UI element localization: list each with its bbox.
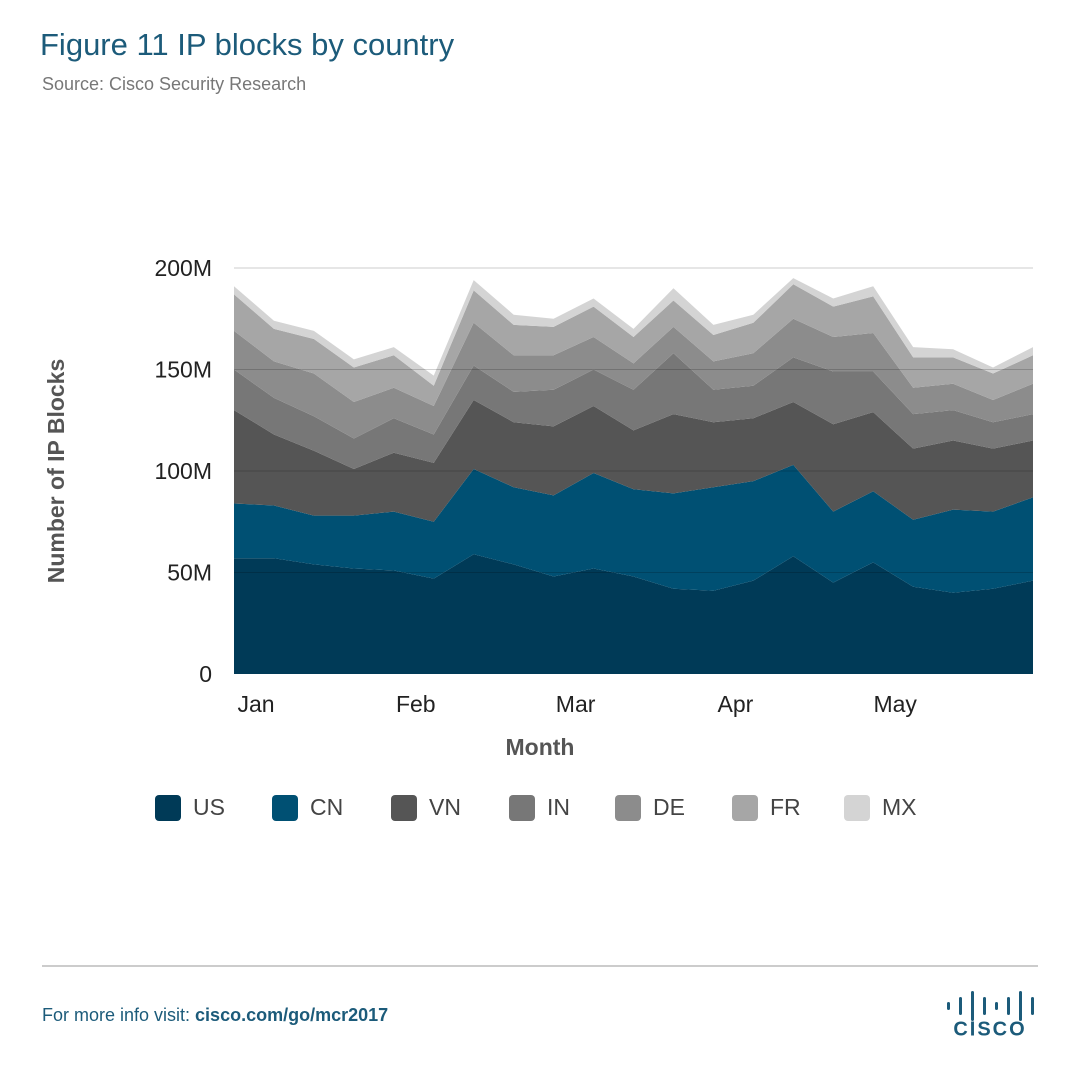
chart-title: Figure 11 IP blocks by country (40, 27, 455, 62)
legend-swatch (615, 795, 641, 821)
x-tick-label: Feb (396, 691, 436, 717)
x-tick-label: May (873, 691, 917, 717)
legend-swatch (509, 795, 535, 821)
area-cn (234, 464, 1033, 593)
legend-swatch (732, 795, 758, 821)
footer-prefix: For more info visit: (42, 1005, 195, 1025)
plot-area: 0 50M 100M 150M 200M Jan Feb Mar Apr May (154, 255, 1033, 717)
area-de (234, 318, 1033, 439)
legend-swatch (155, 795, 181, 821)
legend-swatch (391, 795, 417, 821)
cisco-logo-text: CISCO (953, 1018, 1026, 1040)
footer-link[interactable]: cisco.com/go/mcr2017 (195, 1005, 388, 1025)
y-tick-label: 150M (154, 357, 212, 383)
legend: US CN VN IN DE FR MX (155, 794, 917, 821)
legend-swatch (844, 795, 870, 821)
area-vn (234, 399, 1033, 522)
x-tick-label: Mar (556, 691, 596, 717)
legend-label: CN (310, 794, 343, 820)
legend-label: DE (653, 794, 685, 820)
chart-subtitle: Source: Cisco Security Research (42, 74, 306, 94)
legend-label: US (193, 794, 225, 820)
y-axis-label: Number of IP Blocks (43, 359, 69, 584)
legend-label: MX (882, 794, 917, 820)
y-tick-label: 50M (167, 560, 212, 586)
y-tick-label: 200M (154, 255, 212, 281)
x-tick-label: Apr (718, 691, 754, 717)
area-mx (234, 278, 1033, 386)
y-tick-label: 100M (154, 458, 212, 484)
area-us (234, 554, 1033, 674)
legend-label: VN (429, 794, 461, 820)
x-tick-label: Jan (237, 691, 274, 717)
footer-text: For more info visit: cisco.com/go/mcr201… (42, 1005, 388, 1025)
area-fr (234, 284, 1033, 407)
x-axis-label: Month (506, 734, 575, 760)
cisco-logo-bars (947, 991, 1034, 1021)
area-in (234, 353, 1033, 469)
legend-label: IN (547, 794, 570, 820)
y-tick-label: 0 (199, 661, 212, 687)
legend-label: FR (770, 794, 801, 820)
legend-swatch (272, 795, 298, 821)
